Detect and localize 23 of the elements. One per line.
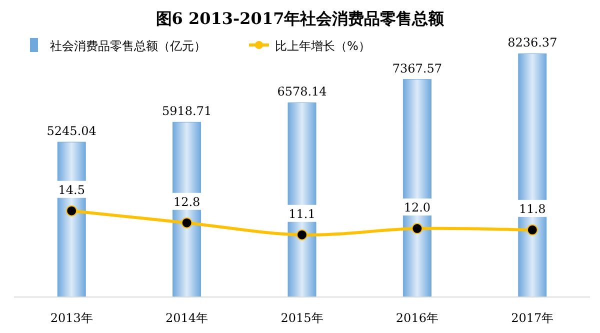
point bbox=[412, 223, 423, 234]
chart-title: 图6 2013-2017年社会消费品零售总额 bbox=[156, 9, 446, 28]
x-tick-label: 2013年 bbox=[50, 311, 93, 325]
x-tick-label: 2017年 bbox=[511, 311, 554, 325]
legend-label: 比上年增长（%） bbox=[275, 39, 370, 53]
point bbox=[181, 217, 192, 228]
x-tick-label: 2016年 bbox=[396, 311, 438, 325]
data-label: 6578.14 bbox=[277, 84, 328, 99]
point bbox=[66, 205, 78, 216]
point bbox=[526, 224, 538, 236]
data-label: 5245.04 bbox=[46, 124, 97, 138]
data-label: 7367.57 bbox=[392, 61, 442, 76]
data-label: 5918.71 bbox=[162, 104, 212, 118]
data-label: 8236.37 bbox=[508, 36, 558, 50]
data-label: 14.5 bbox=[58, 182, 85, 197]
x-tick-label: 2015年 bbox=[280, 311, 324, 325]
data-label: 11.1 bbox=[288, 206, 316, 221]
data-label: 12.8 bbox=[173, 194, 200, 209]
legend-label: 社会消费品零售总额（亿元） bbox=[50, 39, 206, 53]
data-label: 11.8 bbox=[519, 202, 546, 216]
data-label: 12.0 bbox=[404, 200, 431, 215]
x-tick-label: 2014年 bbox=[166, 311, 208, 325]
point bbox=[296, 229, 308, 240]
